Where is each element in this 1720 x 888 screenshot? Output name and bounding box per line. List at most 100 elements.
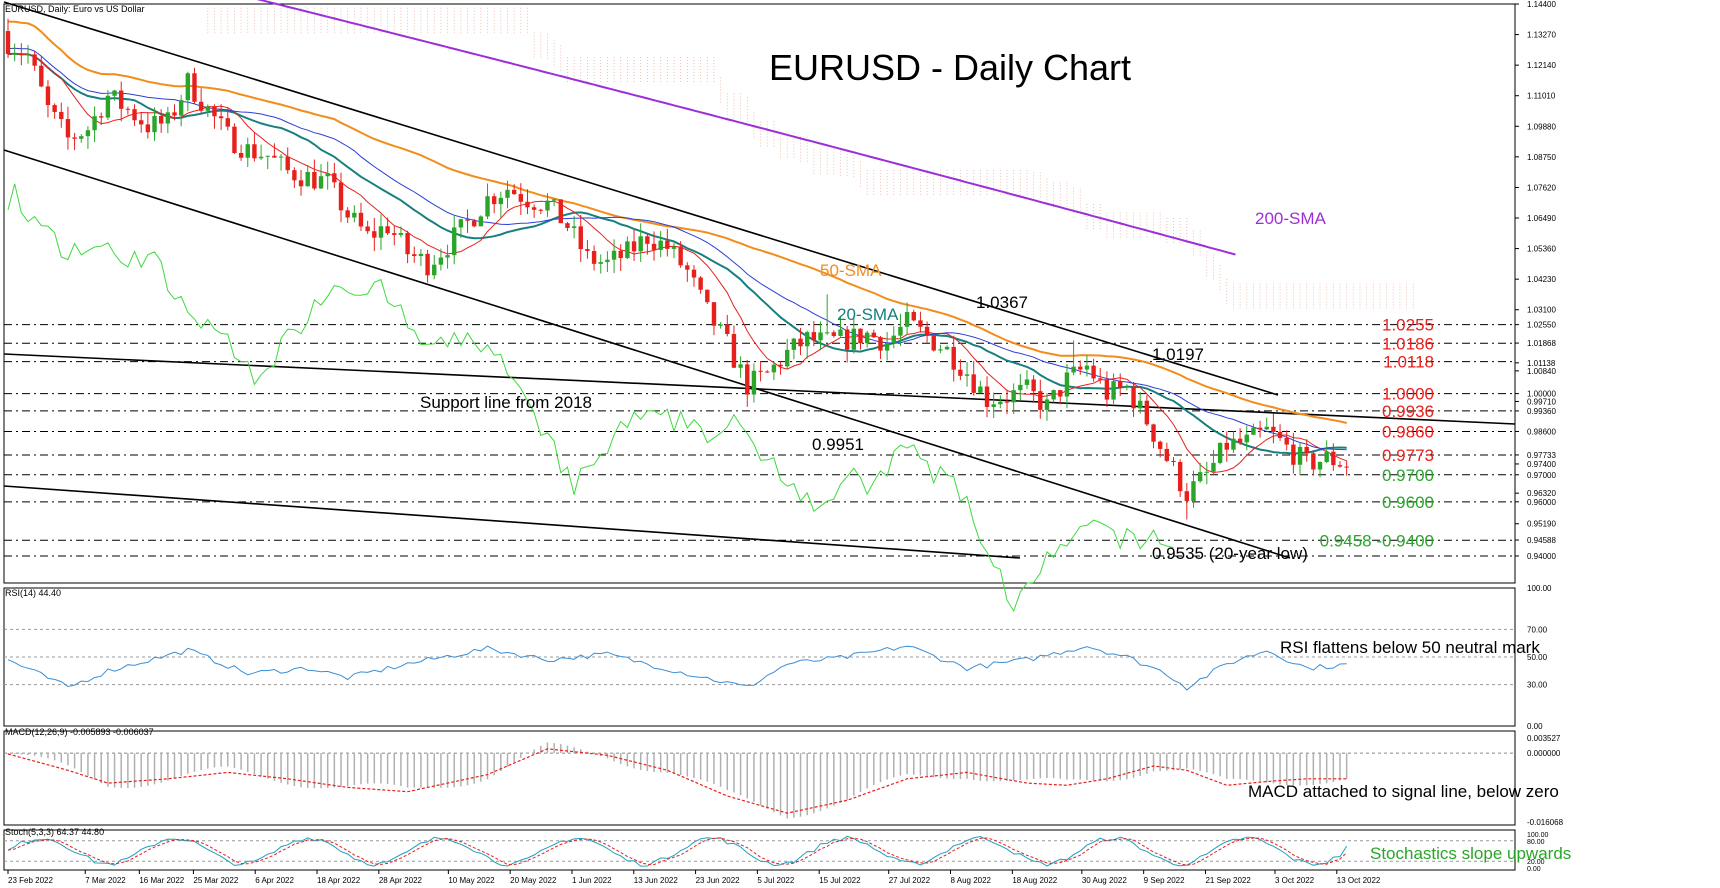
candle-body: [731, 334, 737, 368]
candle-body: [372, 231, 377, 238]
candle-body: [458, 219, 464, 228]
candle-body: [358, 212, 364, 227]
candle-body: [432, 264, 437, 276]
candle-body: [1184, 491, 1190, 502]
candle-body: [844, 329, 850, 350]
rsi-tick-label: 30.00: [1527, 681, 1548, 690]
candle-body: [79, 136, 84, 139]
candle-body: [1177, 461, 1183, 492]
candle-body: [898, 326, 903, 336]
candle-body: [139, 120, 144, 125]
candle-body: [132, 109, 137, 121]
y-tick-label: 0.95190: [1527, 520, 1556, 529]
y-tick-label: 1.11010: [1527, 92, 1556, 101]
trend-line: [3, 485, 1021, 559]
candle-body: [824, 332, 830, 334]
candle-body: [798, 338, 803, 347]
candle-body: [452, 227, 457, 256]
candle-body: [1264, 426, 1269, 430]
candle-body: [1104, 379, 1110, 400]
candle-body: [258, 156, 264, 159]
candle-body: [25, 54, 31, 56]
rsi-tick-label: 70.00: [1527, 625, 1548, 634]
trend-line: [3, 1, 1279, 396]
candle-body: [1064, 372, 1070, 397]
symbol-header: EURUSD, Daily: Euro vs US Dollar: [5, 4, 145, 14]
high-1-0197-label: 1.0197: [1152, 345, 1204, 364]
candle-body: [99, 116, 104, 118]
level-label: 0.9700: [1382, 466, 1434, 485]
candle-body: [538, 209, 543, 211]
x-tick-label: 23 Feb 2022: [8, 876, 53, 885]
candle-body: [558, 199, 563, 224]
x-tick-label: 16 Mar 2022: [139, 876, 184, 885]
y-tick-label: 0.94588: [1527, 536, 1556, 545]
candle-body: [938, 349, 943, 351]
candle-body: [472, 220, 477, 227]
y-tick-label: 1.04230: [1527, 275, 1556, 284]
stoch-header: Stoch(5,3,3) 64.37 44.80: [5, 827, 104, 837]
macd-header: MACD(12,26,9) -0.005893 -0.006037: [5, 727, 154, 737]
candle-body: [1031, 379, 1036, 392]
level-label: 1.0186: [1382, 334, 1434, 353]
candle-body: [805, 332, 810, 347]
candle-body: [119, 90, 124, 109]
x-tick-label: 18 Aug 2022: [1012, 876, 1057, 885]
candle-body: [225, 118, 230, 127]
candle-body: [1157, 441, 1163, 449]
candle-body: [1291, 444, 1296, 465]
candle-body: [72, 137, 77, 139]
candle-body: [52, 105, 57, 112]
level-label: 1.0000: [1382, 385, 1434, 404]
candle-body: [778, 364, 783, 367]
candle-body: [338, 182, 344, 211]
macd-panel: 0.003527 0.000000 -0.016068: [4, 734, 1564, 827]
candle-body: [19, 53, 24, 56]
x-tick-label: 5 Jul 2022: [757, 876, 794, 885]
macd-tick-label: -0.016068: [1527, 818, 1564, 827]
x-tick-label: 13 Jun 2022: [634, 876, 679, 885]
x-tick-label: 3 Oct 2022: [1275, 876, 1315, 885]
candle-body: [312, 171, 317, 189]
candle-body: [405, 233, 410, 255]
axis-labels: 1.14400 1.13270 1.12140 1.11010 1.09880 1.087…: [7, 0, 1556, 885]
candle-body: [1171, 460, 1176, 462]
candle-body: [1231, 438, 1236, 450]
candle-body: [1191, 481, 1196, 502]
candle-body: [711, 302, 717, 326]
candle-body: [105, 95, 111, 118]
candle-body: [192, 73, 197, 102]
candle-body: [172, 112, 177, 116]
candle-body: [152, 116, 157, 133]
candle-body: [485, 196, 490, 217]
candle-body: [1324, 451, 1329, 462]
candle-body: [165, 112, 171, 124]
candle-body: [531, 207, 537, 210]
candle-body: [425, 253, 430, 276]
stoch-note: Stochastics slope upwards: [1370, 844, 1571, 863]
chikou-line: [7, 183, 1174, 613]
candle-body: [125, 108, 131, 110]
candle-body: [871, 332, 876, 338]
panel-frame: [3, 730, 1516, 826]
trend-line: [3, 149, 1291, 559]
y-tick-label: 0.99360: [1527, 407, 1556, 416]
candle-body: [1084, 365, 1090, 370]
candle-body: [185, 73, 191, 101]
rsi-note: RSI flattens below 50 neutral mark: [1280, 638, 1540, 657]
y-tick-label: 0.96320: [1527, 489, 1556, 498]
candle-body: [345, 210, 350, 218]
candle-body: [1304, 446, 1309, 454]
rsi-line: [7, 645, 1347, 691]
candle-body: [265, 155, 270, 157]
candle-body: [478, 216, 484, 227]
candle-body: [278, 156, 284, 158]
y-tick-label: 0.99710: [1527, 397, 1556, 406]
y-tick-label: 1.14400: [1527, 0, 1556, 9]
level-label: 1.0255: [1382, 316, 1434, 335]
candle-body: [698, 277, 703, 290]
sma200-line: [256, 0, 1236, 256]
candle-body: [305, 171, 310, 187]
rsi-tick-label: 50.00: [1527, 653, 1548, 662]
